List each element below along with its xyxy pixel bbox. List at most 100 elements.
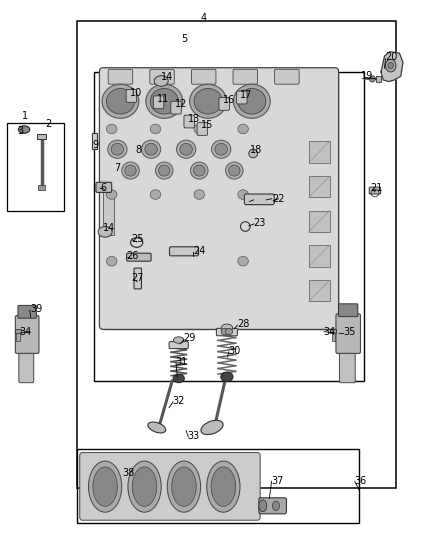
Ellipse shape [190, 84, 226, 118]
Text: 13: 13 [188, 114, 200, 124]
Ellipse shape [233, 84, 270, 118]
Ellipse shape [108, 140, 127, 158]
Text: 33: 33 [187, 431, 200, 441]
Bar [103, 192, 114, 235]
Ellipse shape [221, 328, 228, 335]
Text: 21: 21 [371, 183, 383, 192]
Ellipse shape [102, 84, 139, 118]
Text: 25: 25 [132, 234, 144, 244]
Ellipse shape [194, 190, 205, 199]
Ellipse shape [226, 162, 243, 179]
FancyBboxPatch shape [216, 328, 237, 336]
FancyBboxPatch shape [171, 101, 181, 114]
Text: 28: 28 [237, 319, 249, 329]
Ellipse shape [215, 143, 227, 155]
Ellipse shape [226, 328, 233, 335]
FancyBboxPatch shape [169, 342, 188, 349]
Ellipse shape [98, 227, 112, 237]
Ellipse shape [180, 143, 192, 155]
Ellipse shape [128, 461, 161, 512]
Text: 32: 32 [173, 396, 185, 406]
FancyBboxPatch shape [103, 72, 339, 330]
Text: 31: 31 [176, 358, 188, 367]
FancyBboxPatch shape [197, 123, 208, 135]
Ellipse shape [229, 165, 240, 176]
FancyBboxPatch shape [134, 268, 141, 289]
Text: 4: 4 [201, 13, 207, 22]
Bar [94, 72, 364, 381]
FancyBboxPatch shape [127, 253, 151, 261]
Bar [16, 333, 20, 341]
Bar [309, 141, 330, 163]
Bar [77, 449, 359, 523]
FancyBboxPatch shape [233, 69, 258, 84]
Ellipse shape [155, 162, 173, 179]
Ellipse shape [194, 88, 222, 114]
FancyBboxPatch shape [96, 182, 112, 192]
Ellipse shape [272, 501, 279, 511]
Bar [38, 185, 45, 190]
FancyBboxPatch shape [339, 304, 358, 317]
Ellipse shape [212, 140, 231, 158]
Text: 12: 12 [175, 100, 187, 109]
Ellipse shape [150, 124, 161, 134]
Bar [376, 76, 381, 82]
Text: 7: 7 [114, 163, 120, 173]
Ellipse shape [106, 256, 117, 266]
FancyBboxPatch shape [126, 90, 137, 102]
FancyBboxPatch shape [191, 69, 216, 84]
Ellipse shape [146, 84, 183, 118]
Ellipse shape [238, 124, 248, 134]
Bar [37, 134, 46, 139]
Ellipse shape [111, 143, 124, 155]
Text: 18: 18 [250, 146, 262, 155]
Bar [309, 280, 330, 301]
Ellipse shape [159, 165, 170, 176]
Ellipse shape [385, 59, 396, 72]
Bar [309, 245, 330, 266]
Text: 36: 36 [354, 477, 366, 486]
Bar [332, 333, 335, 341]
Ellipse shape [106, 88, 134, 114]
Text: 14: 14 [161, 72, 173, 82]
Text: 26: 26 [126, 252, 138, 261]
Ellipse shape [125, 165, 136, 176]
Text: 16: 16 [223, 95, 235, 105]
FancyBboxPatch shape [336, 314, 360, 353]
Text: 38: 38 [122, 469, 134, 478]
FancyBboxPatch shape [259, 498, 286, 514]
FancyBboxPatch shape [99, 68, 339, 329]
Ellipse shape [122, 162, 139, 179]
FancyBboxPatch shape [237, 91, 247, 104]
Bar [7, 123, 64, 211]
Text: 3: 3 [17, 126, 23, 135]
Text: 34: 34 [19, 327, 31, 336]
FancyBboxPatch shape [15, 316, 39, 353]
Bar [330, 329, 336, 333]
Ellipse shape [211, 467, 236, 506]
Text: 14: 14 [102, 223, 115, 232]
Text: 23: 23 [253, 218, 265, 228]
FancyBboxPatch shape [108, 69, 133, 84]
Ellipse shape [194, 124, 205, 134]
Text: 30: 30 [228, 346, 240, 356]
Text: 27: 27 [132, 273, 144, 283]
Ellipse shape [106, 190, 117, 199]
Text: 22: 22 [272, 194, 284, 204]
Ellipse shape [369, 76, 375, 82]
Ellipse shape [141, 140, 161, 158]
Text: 8: 8 [135, 146, 141, 155]
Text: 34: 34 [323, 327, 336, 336]
FancyBboxPatch shape [80, 453, 260, 520]
Text: 35: 35 [343, 327, 355, 336]
Ellipse shape [194, 165, 205, 176]
Ellipse shape [238, 256, 248, 266]
Ellipse shape [150, 190, 161, 199]
Text: 17: 17 [240, 90, 252, 100]
Text: 9: 9 [92, 140, 99, 150]
Ellipse shape [93, 467, 117, 506]
FancyBboxPatch shape [219, 98, 230, 110]
Bar [15, 329, 21, 333]
FancyBboxPatch shape [170, 247, 198, 256]
FancyBboxPatch shape [184, 115, 194, 128]
